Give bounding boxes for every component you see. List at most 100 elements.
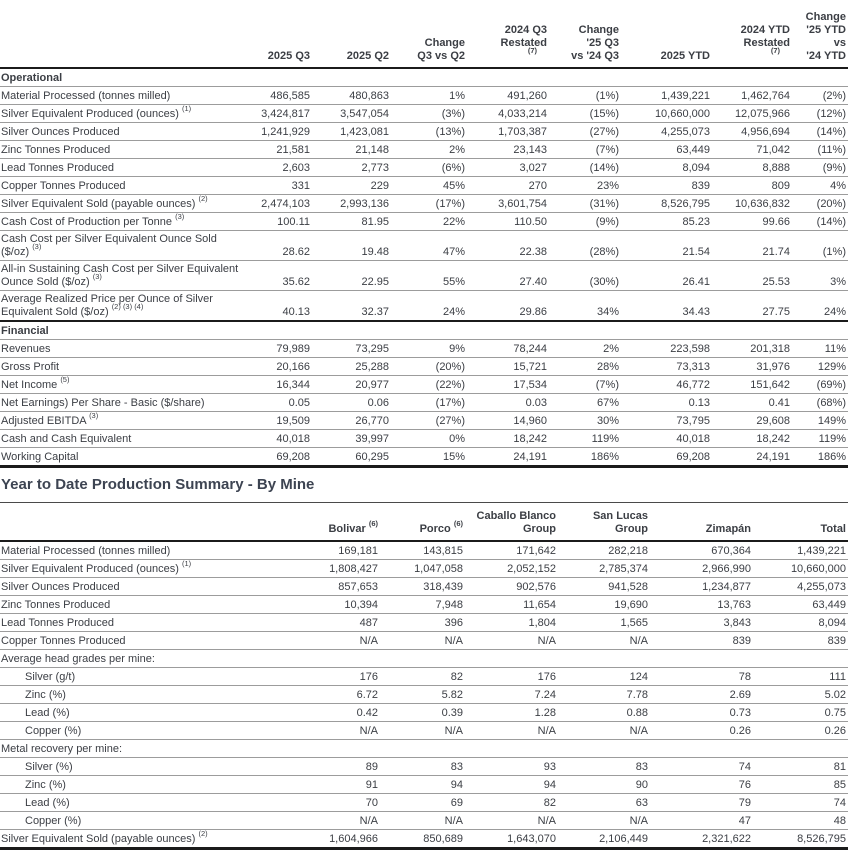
cell-value: 857,653 xyxy=(338,581,378,593)
column-header: 2024 YTD Restated (7) xyxy=(740,24,790,56)
cell-value: 143,815 xyxy=(423,545,463,557)
cell-value: 46,772 xyxy=(676,379,710,391)
cell-value: 21.54 xyxy=(682,246,710,258)
header-row: 2025 Q3 2025 Q2 Change Q3 vs Q2 2024 Q3 Resta… xyxy=(0,0,848,68)
section-label: Average head grades per mine: xyxy=(1,653,155,665)
quarterly-summary-table: 2025 Q3 2025 Q2 Change Q3 vs Q2 2024 Q3 Resta… xyxy=(0,0,848,468)
cell-value: 1,462,764 xyxy=(741,90,790,102)
cell-value: 171,642 xyxy=(516,545,556,557)
row-label: Cash Cost of Production per Tonne (3) xyxy=(1,212,185,228)
table-row: Lead Tonnes Produced 2,603 2,773 (6%) 3,027 (… xyxy=(0,158,848,177)
cell-value: (1%) xyxy=(822,246,846,258)
row-label: Silver Ounces Produced xyxy=(1,581,120,593)
column-header: Zimapán xyxy=(705,523,751,535)
cell-value: 3% xyxy=(830,276,846,288)
cell-value: N/A xyxy=(444,635,463,647)
cell-value: 186% xyxy=(817,451,846,463)
cell-value: 73,313 xyxy=(676,361,710,373)
row-label: Revenues xyxy=(1,343,51,355)
column-header: 2025 Q2 xyxy=(346,50,389,62)
cell-value: 82 xyxy=(543,797,556,809)
cell-value: 839 xyxy=(827,635,846,647)
cell-value: 31,976 xyxy=(756,361,790,373)
cell-value: 23,143 xyxy=(513,144,547,156)
cell-value: 3,547,054 xyxy=(340,108,389,120)
table-row: Copper Tonnes Produced N/A N/A N/A N/A 839 839 xyxy=(0,631,848,650)
table-row: Working Capital 69,208 60,295 15% 24,191 186%… xyxy=(0,447,848,467)
row-label: Cash Cost per Silver Equivalent Ounce So… xyxy=(1,233,217,258)
cell-value: N/A xyxy=(359,635,378,647)
table-row: Net Income (5) 16,344 20,977 (22%) 17,534 (7%… xyxy=(0,375,848,394)
cell-value: 47% xyxy=(442,246,465,258)
cell-value: 81.95 xyxy=(361,216,389,228)
cell-value: (14%) xyxy=(816,126,846,138)
cell-value: 70 xyxy=(365,797,378,809)
cell-value: 487 xyxy=(359,617,378,629)
cell-value: 94 xyxy=(450,779,463,791)
cell-value: 13,763 xyxy=(717,599,751,611)
table-row: Material Processed (tonnes milled) 486,58… xyxy=(0,86,848,105)
table-row: All-in Sustaining Cash Cost per Silver E… xyxy=(0,260,848,291)
cell-value: 21,581 xyxy=(276,144,310,156)
column-header: Caballo Blanco Group xyxy=(476,510,556,535)
section-label: Metal recovery per mine: xyxy=(1,743,123,755)
column-header: 2024 Q3 Restated (7) xyxy=(500,24,547,56)
cell-value: 169,181 xyxy=(338,545,378,557)
cell-value: 3,424,817 xyxy=(261,108,310,120)
cell-value: 2,993,136 xyxy=(340,198,389,210)
row-label: Lead Tonnes Produced xyxy=(1,617,114,629)
cell-value: 24% xyxy=(442,306,465,318)
cell-value: 4,255,073 xyxy=(661,126,710,138)
cell-value: 486,585 xyxy=(270,90,310,102)
cell-value: 1,241,929 xyxy=(261,126,310,138)
column-header: San Lucas Group xyxy=(592,510,648,535)
cell-value: 839 xyxy=(691,180,710,192)
cell-value: 8,094 xyxy=(818,617,846,629)
table-row: Copper Tonnes Produced 331 229 45% 270 23% 839… xyxy=(0,176,848,195)
section-row: Financial xyxy=(0,321,848,340)
cell-value: (30%) xyxy=(589,276,619,288)
cell-value: (12%) xyxy=(816,108,846,120)
cell-value: 22% xyxy=(442,216,465,228)
cell-value: 223,598 xyxy=(670,343,710,355)
cell-value: 12,075,966 xyxy=(734,108,790,120)
footnote-marker: (1) xyxy=(182,104,192,114)
cell-value: 1,804 xyxy=(528,617,556,629)
cell-value: 28.62 xyxy=(282,246,310,258)
cell-value: 74 xyxy=(738,761,751,773)
cell-value: (17%) xyxy=(435,198,465,210)
row-label: Copper (%) xyxy=(25,725,82,737)
cell-value: 2,474,103 xyxy=(261,198,310,210)
cell-value: 73,295 xyxy=(355,343,389,355)
cell-value: 63,449 xyxy=(812,599,846,611)
cell-value: 78,244 xyxy=(513,343,547,355)
cell-value: (28%) xyxy=(589,246,619,258)
cell-value: 90 xyxy=(635,779,648,791)
row-label: Copper Tonnes Produced xyxy=(1,180,126,192)
cell-value: 30% xyxy=(596,415,619,427)
cell-value: 76 xyxy=(738,779,751,791)
cell-value: 85.23 xyxy=(682,216,710,228)
table-row: Silver Ounces Produced 1,241,929 1,423,081… xyxy=(0,122,848,141)
cell-value: 850,689 xyxy=(423,833,463,845)
cell-value: 14,960 xyxy=(513,415,547,427)
cell-value: 3,027 xyxy=(519,162,547,174)
cell-value: 10,394 xyxy=(344,599,378,611)
cell-value: 4,956,694 xyxy=(741,126,790,138)
header-row: Bolivar (6) Porco (6) Caballo Blanco Group S… xyxy=(0,502,848,541)
cell-value: 282,218 xyxy=(608,545,648,557)
cell-value: 186% xyxy=(590,451,619,463)
footnote-marker: (2) xyxy=(198,829,208,839)
cell-value: 100.11 xyxy=(277,216,310,228)
cell-value: 1,643,070 xyxy=(507,833,556,845)
cell-value: (3%) xyxy=(441,108,465,120)
cell-value: 29,608 xyxy=(756,415,790,427)
column-header: Porco (6) xyxy=(419,519,463,535)
cell-value: 24,191 xyxy=(756,451,790,463)
cell-value: 60,295 xyxy=(355,451,389,463)
row-label: Zinc (%) xyxy=(25,779,66,791)
cell-value: 149% xyxy=(817,415,846,427)
row-label: Material Processed (tonnes milled) xyxy=(1,545,171,557)
row-label: Average Realized Price per Ounce of Silv… xyxy=(1,293,213,318)
